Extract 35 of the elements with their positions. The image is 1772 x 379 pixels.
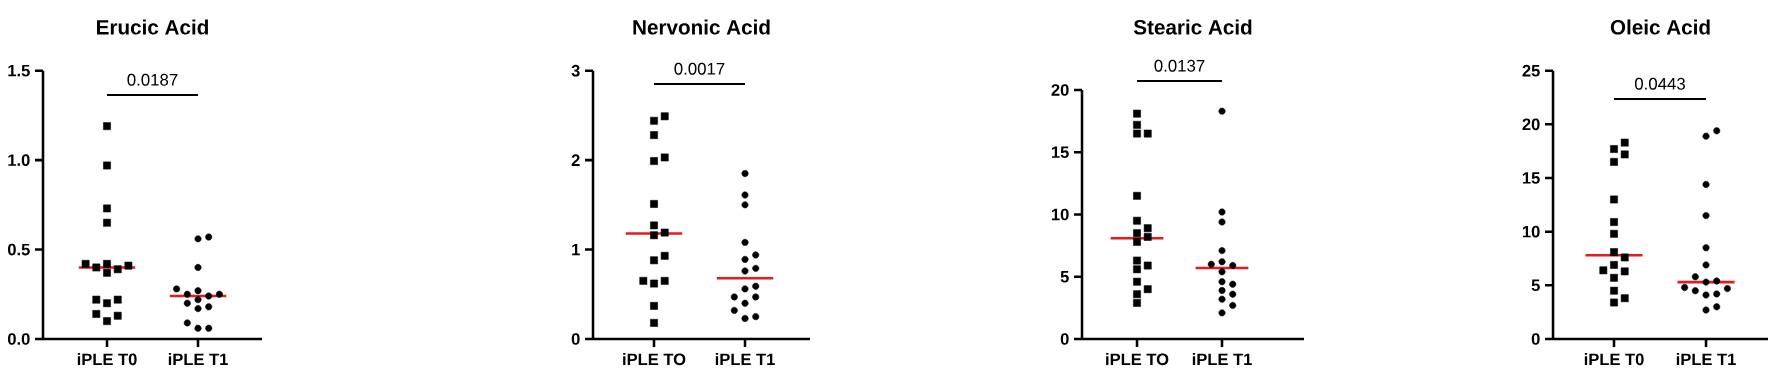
y-tick-label: 10 <box>1522 225 1540 238</box>
y-tick-label: 25 <box>1522 64 1540 77</box>
y-tick-label: 1.5 <box>8 64 30 77</box>
y-tick-label: 20 <box>1051 84 1069 96</box>
y-tick-label: 0 <box>571 333 580 345</box>
x-tick-label: iPLE T0 <box>1584 353 1644 366</box>
y-tick-label: 0 <box>1060 333 1069 345</box>
y-tick-label: 1 <box>572 243 580 256</box>
text: 0.0137 <box>1154 59 1205 72</box>
y-tick-label: 20 <box>1522 118 1540 131</box>
x-tick-label: iPLE T1 <box>715 353 775 366</box>
chart-title: Oleic Acid <box>1610 19 1710 35</box>
annotation: 0.0443 <box>1634 77 1685 90</box>
y-tick-label: 5 <box>1060 270 1069 283</box>
y-tick-label: 0.0 <box>7 333 30 345</box>
annotation: 0.0187 <box>127 73 178 86</box>
x-tick-label: iPLE TO <box>1106 353 1169 366</box>
y-tick-label: 15 <box>1051 146 1069 159</box>
x-tick-label: iPLE T1 <box>1676 353 1736 366</box>
x-tick-label: iPLE T1 <box>168 353 228 366</box>
chart-title: Erucic Acid <box>97 19 208 35</box>
chart-title: Stearic Acid <box>1133 19 1252 35</box>
y-tick-label: 0.5 <box>7 243 30 256</box>
y-tick-label: 15 <box>1522 172 1540 184</box>
y-tick-label: 2 <box>571 154 580 166</box>
y-tick-label: 10 <box>1051 208 1069 221</box>
x-tick-label: iPLE T0 <box>77 353 137 366</box>
x-tick-label: iPLE TO <box>623 353 686 366</box>
y-tick-label: 1.0 <box>8 154 30 166</box>
y-tick-label: 3 <box>571 64 580 77</box>
y-tick-label: 5 <box>1531 279 1540 292</box>
y-tick-label: 0 <box>1531 333 1540 345</box>
chart-title: Nervonic Acid <box>633 19 770 35</box>
x-tick-label: iPLE T1 <box>1192 353 1252 366</box>
annotation: 0.0017 <box>674 62 725 75</box>
